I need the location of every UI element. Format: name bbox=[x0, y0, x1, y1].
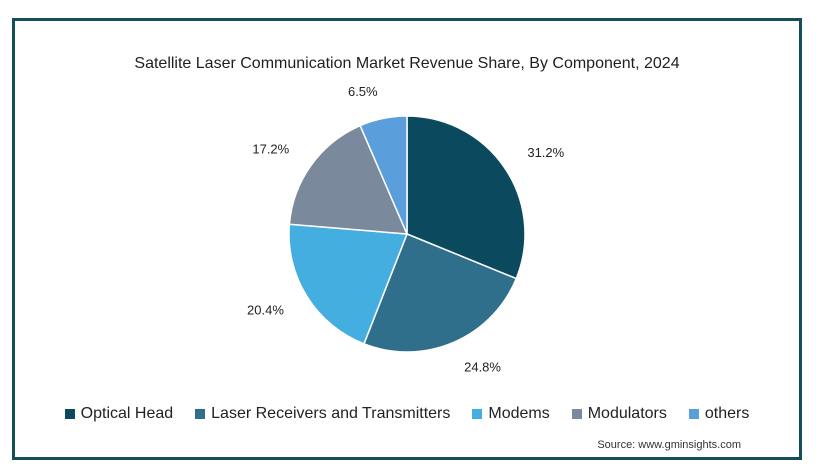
legend-item-laser-receivers-and-transmitters: Laser Receivers and Transmitters bbox=[195, 405, 450, 423]
legend-label: Modems bbox=[488, 405, 550, 422]
legend-label: Optical Head bbox=[80, 405, 174, 422]
legend-item-others: others bbox=[688, 405, 750, 423]
slice-label-modulators: 17.2% bbox=[252, 141, 289, 156]
pie-slice-optical-head bbox=[406, 115, 526, 280]
legend-item-modems: Modems bbox=[472, 405, 550, 423]
pie-slice-others bbox=[359, 115, 408, 235]
legend-swatch bbox=[571, 409, 582, 419]
legend-label: Modulators bbox=[587, 405, 667, 422]
legend-label: others bbox=[704, 405, 750, 422]
legend: Optical Head Laser Receivers and Transmit… bbox=[15, 405, 799, 423]
slice-label-modems: 20.4% bbox=[247, 303, 284, 318]
legend-swatch bbox=[64, 409, 75, 419]
legend-swatch bbox=[195, 409, 206, 419]
chart-frame: Satellite Laser Communication Market Rev… bbox=[12, 18, 802, 460]
pie-slice-modulators bbox=[288, 124, 409, 235]
pie-slice-modems bbox=[288, 223, 409, 345]
pie-chart: 31.2% 24.8% 20.4% 17.2% 6.5% bbox=[247, 84, 565, 374]
pie-slice-laser-receivers-and-transmitters bbox=[362, 233, 518, 353]
slice-label-optical-head: 31.2% bbox=[527, 145, 564, 160]
source-note: Source: www.gminsights.com bbox=[597, 439, 741, 451]
legend-swatch bbox=[688, 409, 699, 419]
legend-swatch bbox=[472, 409, 483, 419]
legend-label: Laser Receivers and Transmitters bbox=[211, 405, 451, 422]
slice-label-others: 6.5% bbox=[348, 84, 378, 99]
legend-item-modulators: Modulators bbox=[571, 405, 667, 423]
chart-title: Satellite Laser Communication Market Rev… bbox=[134, 55, 680, 72]
legend-item-optical-head: Optical Head bbox=[64, 405, 174, 423]
slice-label-laser-receivers-and-transmitters: 24.8% bbox=[464, 359, 501, 374]
